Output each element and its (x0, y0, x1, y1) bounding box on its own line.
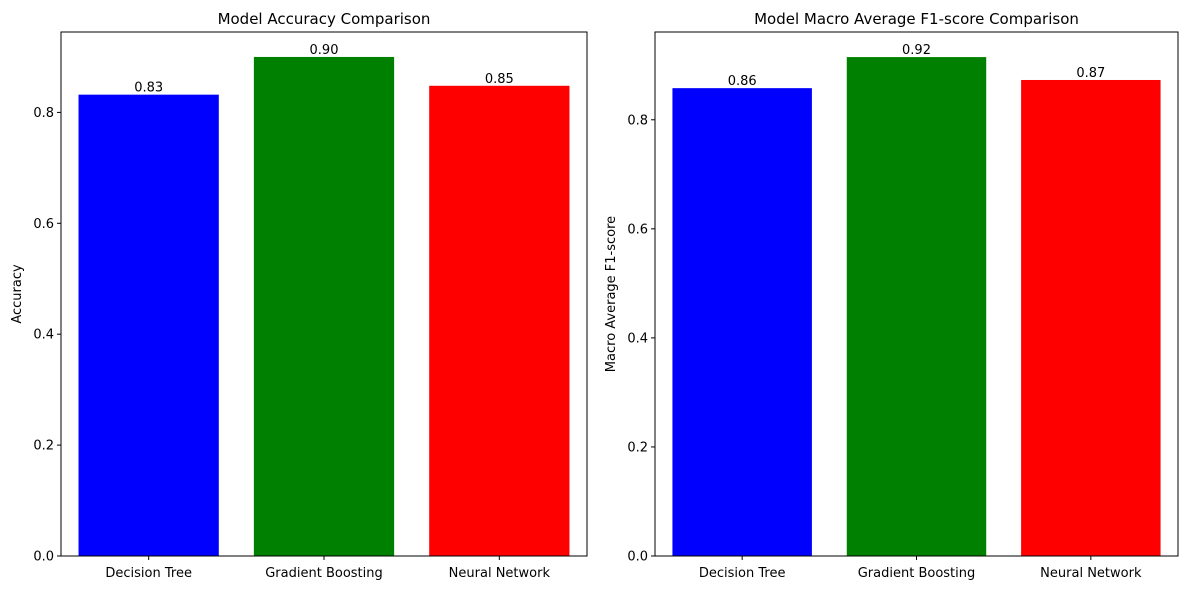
x-tick-label: Decision Tree (105, 566, 192, 581)
y-tick-label: 0.0 (33, 550, 54, 565)
x-tick-label: Gradient Boosting (265, 566, 383, 581)
bar-gradient-boosting (253, 56, 395, 556)
chart-title: Model Macro Average F1-score Comparison (754, 10, 1079, 28)
bar-value-label: 0.92 (902, 43, 931, 58)
bar-decision-tree (78, 94, 219, 556)
y-tick-label: 0.4 (627, 331, 648, 346)
y-tick-label: 0.6 (627, 222, 648, 237)
chart-title: Model Accuracy Comparison (218, 10, 431, 28)
bar-neural-network (429, 85, 570, 556)
plot-frame (654, 31, 1179, 557)
y-tick-label: 0.2 (627, 440, 648, 455)
chart-1: 0.83 Decision Tree 0.90 Gradient Boosting 0.… (10, 10, 588, 581)
y-axis-label: Macro Average F1-score (604, 216, 619, 372)
plot-frame (60, 31, 588, 557)
y-tick-label: 0.8 (627, 113, 648, 128)
chart-2: 0.86 Decision Tree 0.92 Gradient Boosting 0.… (604, 10, 1179, 581)
y-tick-label: 0.4 (33, 328, 54, 343)
bar-value-label: 0.86 (728, 74, 757, 89)
bar-value-label: 0.90 (310, 43, 339, 58)
x-tick-label: Gradient Boosting (858, 566, 976, 581)
x-tick-label: Neural Network (1040, 566, 1142, 581)
bar-decision-tree (672, 88, 812, 557)
x-tick-label: Neural Network (449, 566, 551, 581)
y-tick-label: 0.2 (33, 439, 54, 454)
y-tick-label: 0.6 (33, 217, 54, 232)
bar-value-label: 0.87 (1076, 66, 1105, 81)
bar-value-label: 0.85 (485, 72, 514, 87)
y-tick-label: 0.8 (33, 106, 54, 121)
y-axis-label: Accuracy (10, 264, 25, 324)
bar-value-label: 0.83 (134, 81, 163, 96)
bar-gradient-boosting (846, 57, 987, 556)
x-tick-label: Decision Tree (699, 566, 786, 581)
y-tick-label: 0.0 (627, 550, 648, 565)
bar-neural-network (1021, 79, 1161, 557)
